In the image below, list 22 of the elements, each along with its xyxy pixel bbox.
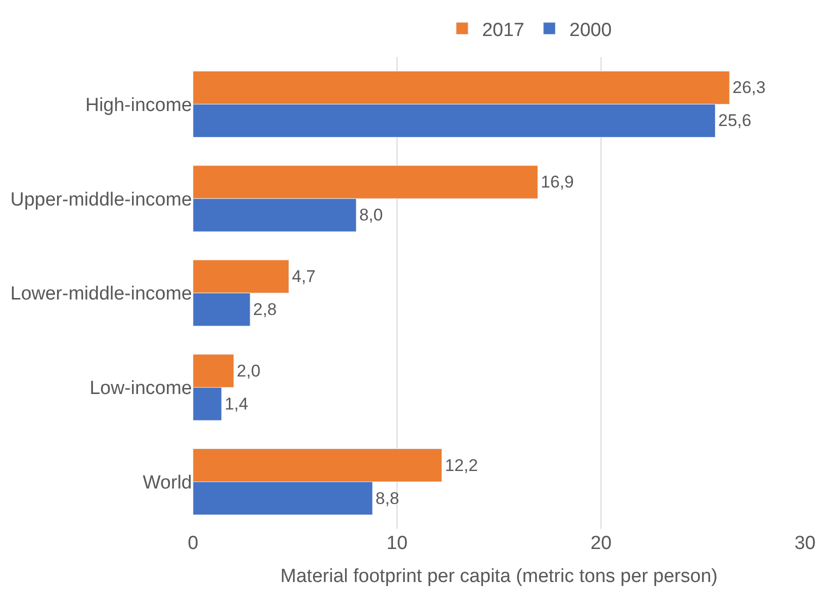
y-tick-label: Upper-middle-income (10, 189, 192, 210)
data-label: 12,2 (444, 456, 478, 475)
data-label: 2,0 (236, 361, 260, 380)
legend-label: 2017 (482, 20, 524, 41)
y-tick-label: Lower-middle-income (10, 284, 192, 305)
data-label: 4,7 (292, 266, 316, 286)
y-tick-label: High-income (85, 94, 192, 116)
x-tick-label: 20 (590, 533, 612, 554)
data-label: 26,3 (732, 78, 766, 98)
data-label: 16,9 (540, 172, 574, 192)
legend-label: 2000 (569, 20, 612, 41)
data-label: 2,8 (253, 300, 277, 320)
y-tick-label: World (142, 472, 192, 494)
x-tick-label: 10 (386, 533, 408, 554)
data-label: 8,8 (376, 488, 400, 508)
y-tick-label: Low-income (90, 378, 192, 400)
data-label: 1,4 (224, 394, 248, 414)
data-label: 25,6 (718, 111, 752, 130)
x-tick-label: 0 (188, 533, 198, 554)
x-axis-title: Material footprint per capita (metric tons per person) (280, 566, 718, 587)
data-label: 8,0 (359, 206, 383, 225)
x-tick-label: 30 (794, 533, 816, 554)
